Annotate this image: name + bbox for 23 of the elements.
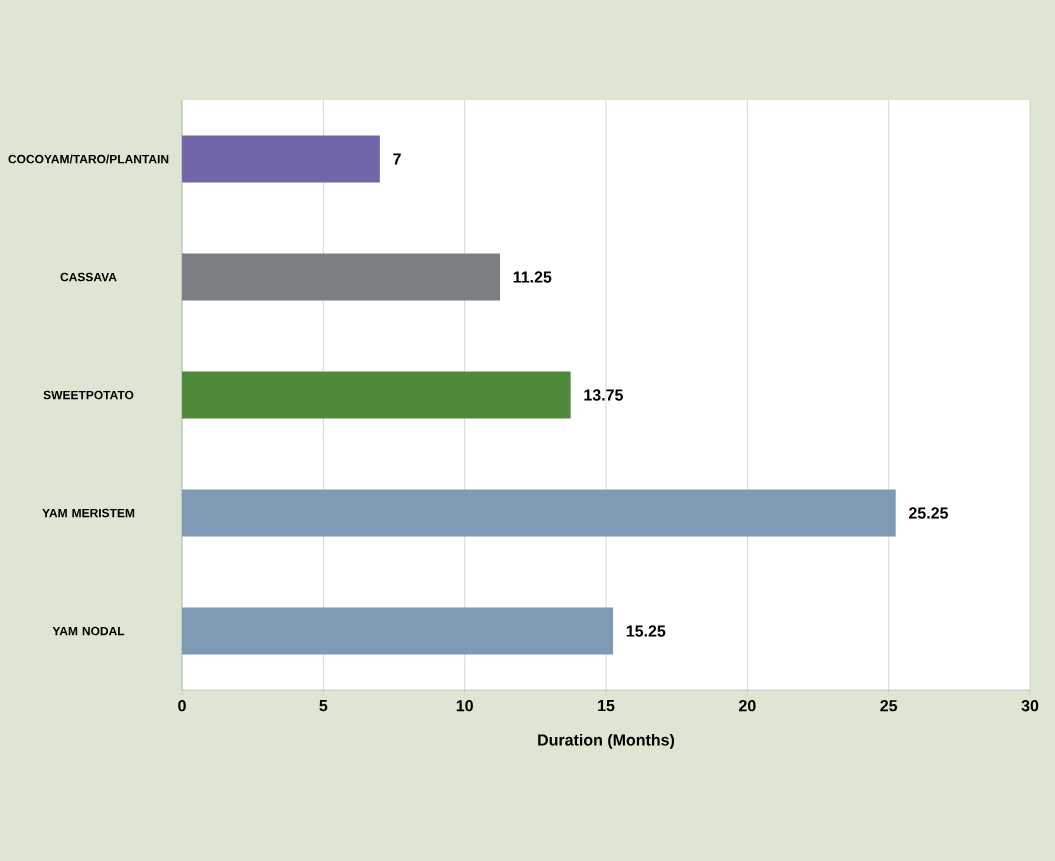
x-tick-label: 5 [319,700,328,712]
bar [182,607,614,655]
bar [182,253,501,301]
x-tick-label: 30 [1021,700,1039,712]
x-tick-label: 15 [598,700,615,712]
y-tick-label: COCOYAM/TARO/PLANTAIN [8,154,169,164]
bar [182,489,896,537]
data-label: 15.25 [626,625,666,637]
y-tick-label: YAM MERISTEM [42,508,135,518]
bar [182,371,571,419]
data-label: 11.25 [513,271,552,283]
y-tick-label: CASSAVA [60,272,117,282]
x-tick-label: 0 [178,700,186,712]
data-label: 13.75 [584,389,623,401]
x-axis-title: Duration (Months) [538,733,675,749]
y-tick-label: YAM NODAL [52,626,125,636]
x-tick-label: 10 [456,700,473,712]
bar [182,135,380,183]
data-label: 25.25 [909,507,949,519]
y-tick-label: SWEETPOTATO [43,390,134,400]
data-label: 7 [393,153,401,165]
x-tick-label: 20 [739,700,756,712]
x-tick-label: 25 [880,700,898,712]
